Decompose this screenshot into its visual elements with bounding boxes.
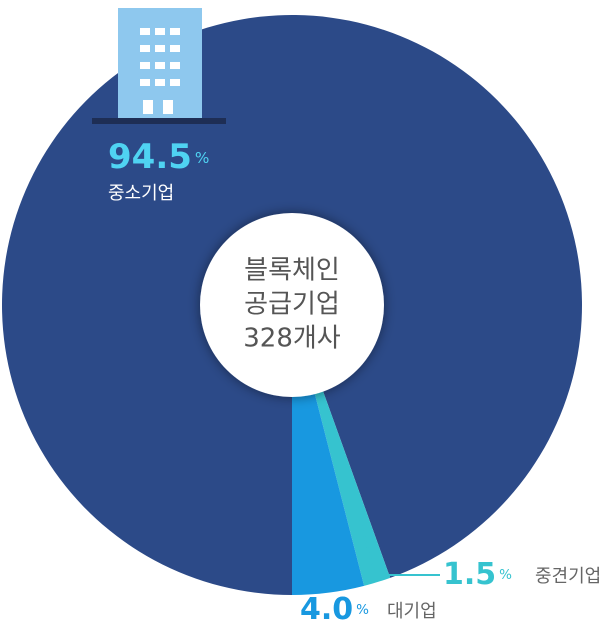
value: 1.5 [443,557,496,592]
value-label: 4.0% [300,592,369,627]
building-icon [92,8,226,124]
category-label: 대기업 [387,601,437,622]
center-text: 공급기업 [244,290,340,320]
center-text: 328개사 [243,324,341,354]
leader-line [359,519,440,576]
category-label: 중견기업 [535,566,601,587]
labels: 94.5 % 중소기업 1.5% 중견기업 4.0% 대기업 [108,137,601,627]
value-label: 1.5% [443,557,512,592]
center-text: 블록체인 [244,256,340,286]
donut-hole [200,213,384,397]
value: 4.0 [300,592,353,627]
unit: % [499,567,512,583]
value: 94.5 [108,137,192,177]
unit: % [195,149,210,167]
category-label: 중소기업 [108,183,174,204]
value-label: 94.5% [108,137,209,177]
unit: % [356,602,369,618]
